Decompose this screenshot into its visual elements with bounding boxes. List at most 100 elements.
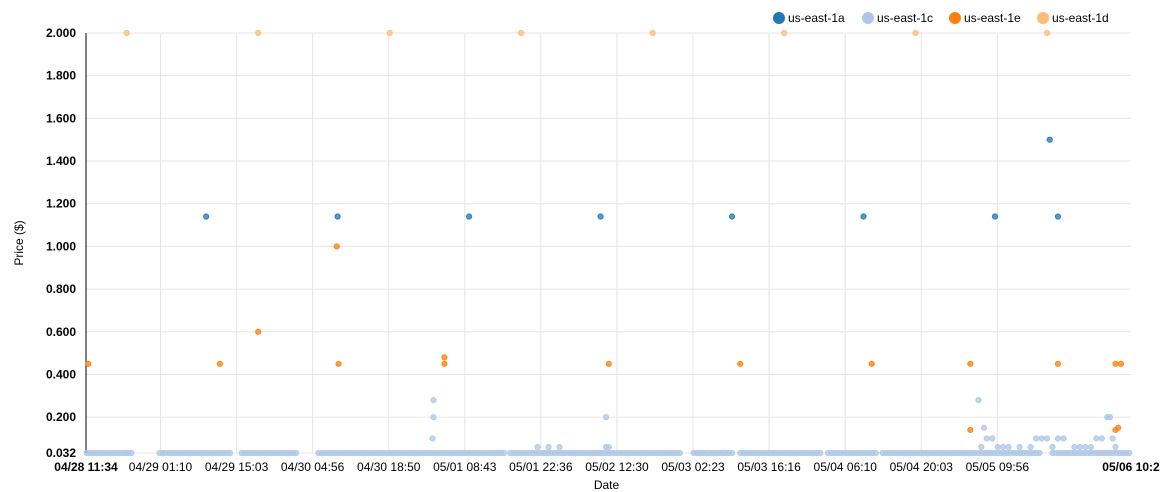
us-east-1d-point (255, 29, 262, 37)
legend-item-us-east-1c[interactable]: us-east-1c (862, 11, 933, 25)
us-east-1a-point (1046, 136, 1053, 143)
us-east-1d-point (780, 29, 788, 37)
y-tick-label: 2.000 (46, 26, 76, 40)
us-east-1c-point (1060, 435, 1067, 442)
us-east-1e-point (967, 360, 974, 367)
legend-item-us-east-1a[interactable]: us-east-1a (773, 11, 845, 25)
us-east-1a-point (334, 213, 341, 220)
x-axis-ticks: 04/28 11:34 04/29 01:10 04/29 15:03 04/30 0… (54, 460, 1160, 474)
us-east-1c-point (980, 424, 988, 431)
legend-item-us-east-1e[interactable]: us-east-1e (949, 11, 1021, 25)
us-east-1e-point (737, 360, 744, 367)
us-east-1e-point (1112, 360, 1119, 367)
us-east-1e-point (967, 426, 974, 434)
us-east-1c-point (1098, 435, 1105, 442)
us-east-1e-point (216, 360, 223, 367)
us-east-1d-point (1043, 29, 1051, 37)
y-tick-label: 0.400 (46, 367, 76, 381)
us-east-1a-point (860, 213, 867, 220)
us-east-1c-point (1027, 443, 1034, 451)
us-east-1c-point (429, 435, 436, 442)
y-tick-label: 0.800 (46, 282, 76, 296)
us-east-1c-point (534, 443, 541, 451)
y-tick-label: 0.032 (46, 446, 76, 460)
us-east-1c-point (1054, 435, 1062, 442)
us-east-1c-point (1087, 443, 1094, 451)
us-east-1c-point (1005, 443, 1012, 451)
us-east-1c-point (1126, 449, 1133, 457)
us-east-1e-point (1117, 360, 1125, 367)
x-tick-label: 04/30 18:50 (357, 460, 421, 474)
us-east-1c-point (226, 449, 234, 457)
x-tick-label: 04/29 01:10 (129, 460, 193, 474)
us-east-1c-point (1082, 443, 1089, 451)
us-east-1c-point (817, 449, 824, 457)
data-points (83, 29, 1133, 457)
us-east-1e-point (333, 243, 340, 250)
x-tick-label: 04/30 04:56 (281, 460, 345, 474)
us-east-1a-point (1054, 213, 1062, 220)
us-east-1c-point (1032, 435, 1040, 442)
us-east-1c-point (1076, 443, 1083, 451)
grid-lines (86, 32, 1131, 454)
us-east-1c-point (545, 443, 552, 451)
legend-swatch (773, 12, 785, 24)
legend-swatch (1037, 12, 1049, 24)
us-east-1e-point (335, 360, 342, 367)
legend-label: us-east-1e (964, 11, 1021, 25)
y-tick-label: 1.400 (46, 154, 76, 168)
x-tick-label: 05/03 16:16 (737, 460, 801, 474)
us-east-1d-point (386, 29, 393, 37)
y-tick-label: 1.600 (46, 111, 76, 125)
us-east-1c-point (556, 443, 563, 451)
us-east-1d-point (518, 29, 525, 37)
legend[interactable]: us-east-1a us-east-1c us-east-1e us-east-1d (773, 11, 1109, 25)
us-east-1e-point (1054, 360, 1062, 367)
us-east-1c-point (983, 435, 990, 442)
us-east-1d-point (123, 29, 130, 37)
us-east-1e-point (441, 354, 448, 361)
y-tick-label: 1.000 (46, 239, 76, 253)
y-tick-label: 0.200 (46, 410, 76, 424)
us-east-1a-point (203, 213, 210, 220)
y-tick-label: 1.800 (46, 69, 76, 83)
y-axis-ticks: 0.032 0.200 0.400 0.600 0.800 1.000 1.200 1.400… (46, 26, 76, 460)
us-east-1a-point (991, 213, 999, 220)
us-east-1c-point (978, 443, 985, 451)
us-east-1c-point (676, 449, 683, 457)
us-east-1e-point (1115, 424, 1122, 431)
us-east-1c-point (1109, 435, 1116, 442)
us-east-1e-point (605, 360, 612, 367)
us-east-1c-point (1093, 435, 1100, 442)
x-tick-label: 05/01 08:43 (433, 460, 497, 474)
us-east-1c-point (293, 449, 300, 457)
us-east-1c-point (1038, 435, 1045, 442)
us-east-1c-point (1112, 443, 1119, 451)
us-east-1d-point (912, 29, 919, 37)
x-tick-label: 05/03 02:23 (661, 460, 725, 474)
us-east-1c-point (1000, 443, 1007, 451)
us-east-1c-point (500, 449, 508, 457)
x-tick-label: 05/05 09:56 (966, 460, 1030, 474)
us-east-1a-point (728, 213, 736, 220)
us-east-1e-point (868, 360, 875, 367)
x-axis-title: Date (594, 478, 620, 492)
us-east-1c-point (994, 443, 1001, 451)
legend-label: us-east-1a (788, 11, 845, 25)
x-tick-label: 05/02 12:30 (585, 460, 649, 474)
legend-item-us-east-1d[interactable]: us-east-1d (1037, 11, 1109, 25)
legend-label: us-east-1c (877, 11, 933, 25)
us-east-1e-point (255, 328, 262, 335)
us-east-1c-point (728, 449, 736, 457)
us-east-1c-point (602, 414, 610, 421)
us-east-1c-point (430, 396, 437, 404)
y-tick-label: 0.600 (46, 325, 76, 339)
us-east-1c-point (872, 449, 879, 457)
us-east-1c-point (1036, 449, 1043, 457)
y-tick-label: 1.200 (46, 197, 76, 211)
us-east-1c-point (1016, 443, 1023, 451)
x-tick-label: 04/28 11:34 (54, 460, 118, 474)
us-east-1c-point (430, 414, 437, 421)
us-east-1c-point (1049, 443, 1056, 451)
